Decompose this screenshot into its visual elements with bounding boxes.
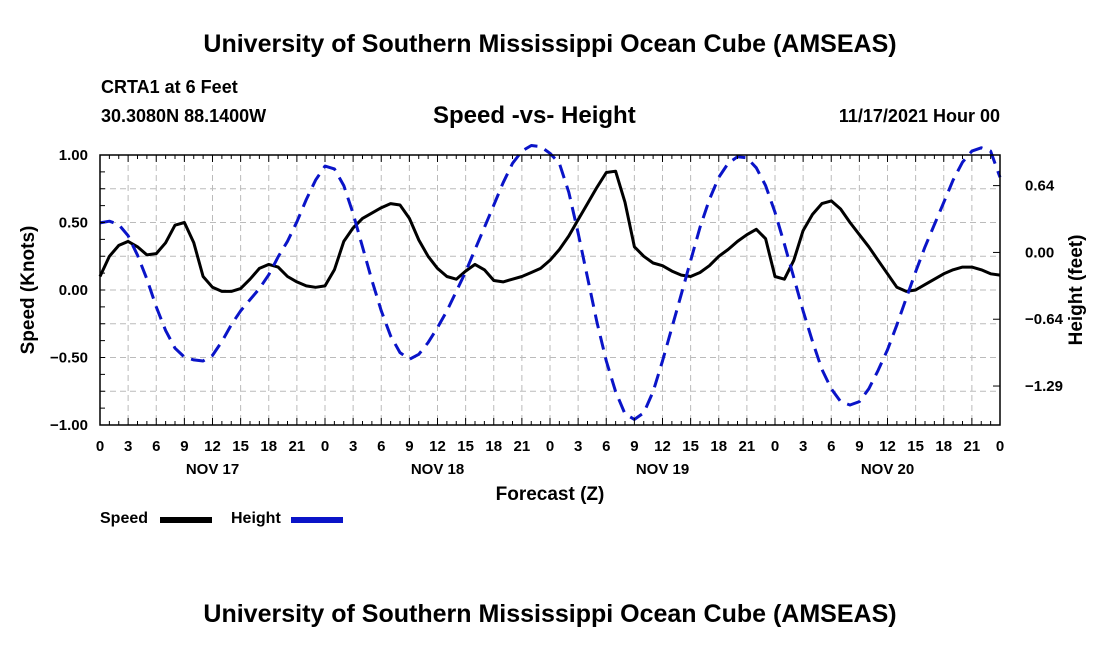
chart-subtitle: Speed -vs- Height — [433, 102, 636, 129]
y-tick-label: −0.50 — [50, 350, 88, 367]
x-tick-label: 6 — [152, 438, 160, 455]
x-tick-label: 3 — [349, 438, 357, 455]
x-tick-label: 15 — [457, 438, 474, 455]
y2-tick-label: −1.29 — [1025, 378, 1063, 395]
y-tick-label: 0.00 — [59, 282, 88, 299]
x-tick-label: 21 — [739, 438, 756, 455]
x-tick-label: 15 — [232, 438, 249, 455]
legend-speed-swatch — [160, 517, 212, 523]
legend-speed-label: Speed — [100, 510, 149, 527]
x-tick-label: 18 — [260, 438, 277, 455]
y-tick-label: −1.00 — [50, 417, 88, 434]
x-tick-label: 3 — [799, 438, 807, 455]
x-tick-label: 0 — [321, 438, 329, 455]
x-tick-label: 15 — [682, 438, 699, 455]
x-tick-label: 9 — [855, 438, 863, 455]
x-tick-label: 6 — [602, 438, 610, 455]
x-tick-label: 0 — [546, 438, 554, 455]
x-day-label: NOV 19 — [636, 461, 689, 478]
x-tick-label: 18 — [485, 438, 502, 455]
x-tick-label: 3 — [124, 438, 132, 455]
x-axis-title: Forecast (Z) — [496, 484, 605, 505]
x-tick-label: 12 — [429, 438, 446, 455]
x-tick-label: 12 — [204, 438, 221, 455]
x-tick-label: 6 — [377, 438, 385, 455]
x-tick-label: 9 — [180, 438, 188, 455]
y2-axis-title: Height (feet) — [1066, 235, 1087, 346]
x-tick-label: 9 — [405, 438, 413, 455]
y-tick-label: 0.50 — [59, 215, 88, 232]
x-tick-label: 0 — [996, 438, 1004, 455]
legend-height-label: Height — [231, 510, 281, 527]
footer-title: University of Southern Mississippi Ocean… — [203, 600, 897, 628]
y2-tick-label: −0.64 — [1025, 311, 1064, 328]
y2-tick-label: 0.64 — [1025, 178, 1055, 195]
x-tick-label: 18 — [710, 438, 727, 455]
x-tick-label: 21 — [289, 438, 306, 455]
x-tick-label: 3 — [574, 438, 582, 455]
station-coordinates: 30.3080N 88.1400W — [101, 106, 267, 126]
x-tick-label: 21 — [964, 438, 981, 455]
x-day-label: NOV 18 — [411, 461, 464, 478]
x-tick-label: 12 — [654, 438, 671, 455]
y2-tick-label: 0.00 — [1025, 244, 1054, 261]
forecast-datetime: 11/17/2021 Hour 00 — [838, 106, 1000, 126]
station-name: CRTA1 at 6 Feet — [101, 77, 238, 97]
legend-height-swatch — [291, 517, 343, 523]
y-axis-title: Speed (Knots) — [18, 226, 39, 355]
x-day-label: NOV 20 — [861, 461, 914, 478]
x-day-label: NOV 17 — [186, 461, 239, 478]
x-tick-label: 12 — [879, 438, 896, 455]
speed-series-line — [98, 169, 1001, 293]
y-tick-label: 1.00 — [59, 147, 88, 164]
x-tick-label: 15 — [907, 438, 924, 455]
x-tick-label: 0 — [771, 438, 779, 455]
x-tick-label: 6 — [827, 438, 835, 455]
page-title: University of Southern Mississippi Ocean… — [203, 30, 897, 58]
x-tick-label: 0 — [96, 438, 104, 455]
x-tick-label: 18 — [935, 438, 952, 455]
height-series-line — [99, 144, 1002, 421]
x-tick-label: 9 — [630, 438, 638, 455]
x-tick-label: 21 — [514, 438, 531, 455]
